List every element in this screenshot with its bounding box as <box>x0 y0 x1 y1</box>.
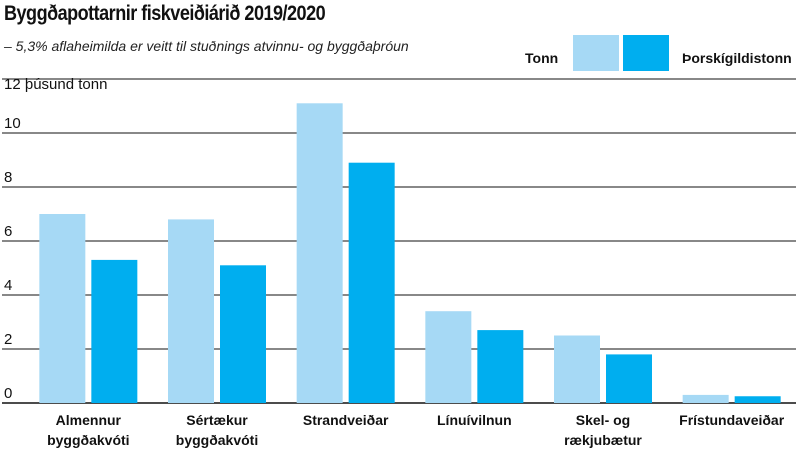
x-category-label-line: Frístundaveiðar <box>679 412 785 428</box>
x-category-label-line: Skel- og <box>575 412 631 428</box>
chart-title: Byggðapottarnir fiskveiðiárið 2019/2020 <box>4 2 326 25</box>
x-category-label: Strandveiðar <box>271 410 421 430</box>
bar-tonn-3 <box>425 311 472 403</box>
x-category-label: Frístundaveiðar <box>657 410 800 430</box>
x-category-label-line: Strandveiðar <box>302 412 389 428</box>
x-category-label: Almennur byggðakvóti <box>13 410 163 450</box>
y-tick-label: 4 <box>4 277 12 294</box>
y-tick-label: 8 <box>4 169 12 186</box>
legend-label-thorsk: Þorskígildistonn <box>682 50 792 66</box>
x-category-label: Sértækur byggðakvóti <box>142 410 292 450</box>
bar-tonn-5 <box>682 394 729 403</box>
y-tick-label: 10 <box>4 115 21 132</box>
legend-swatch-tonn <box>573 35 619 71</box>
x-category-label-line: Línuívilnun <box>437 412 512 428</box>
y-tick-label: 0 <box>4 385 12 402</box>
x-category-label-line: Sértækur <box>186 412 248 428</box>
x-category-label: Línuívilnun <box>399 410 549 430</box>
bar-thorskigildistonn-5 <box>734 396 781 403</box>
x-category-label: Skel- og rækjubætur <box>528 410 678 450</box>
bar-thorskigildistonn-1 <box>220 265 266 403</box>
bar-tonn-4 <box>554 335 600 403</box>
bar-tonn-0 <box>39 214 86 403</box>
bar-tonn-2 <box>296 103 343 404</box>
legend-swatch-thorsk <box>623 35 669 71</box>
legend-label-tonn: Tonn <box>525 50 559 66</box>
chart-subtitle: – 5,3% aflaheimilda er veitt til stuðnin… <box>4 38 409 54</box>
bar-tonn-1 <box>168 219 214 403</box>
y-tick-label: 6 <box>4 223 12 240</box>
bar-thorskigildistonn-2 <box>348 162 395 403</box>
x-category-label-line: byggðakvóti <box>47 432 130 448</box>
x-category-label-line: rækjubætur <box>564 432 642 448</box>
y-tick-label: 2 <box>4 331 12 348</box>
bar-thorskigildistonn-3 <box>477 330 524 403</box>
bar-thorskigildistonn-4 <box>606 354 652 403</box>
y-axis-unit-label: 12 þúsund tonn <box>4 76 108 93</box>
x-category-label-line: byggðakvóti <box>175 432 259 448</box>
x-category-label-line: Almennur <box>55 412 121 428</box>
bar-thorskigildistonn-0 <box>91 259 138 403</box>
